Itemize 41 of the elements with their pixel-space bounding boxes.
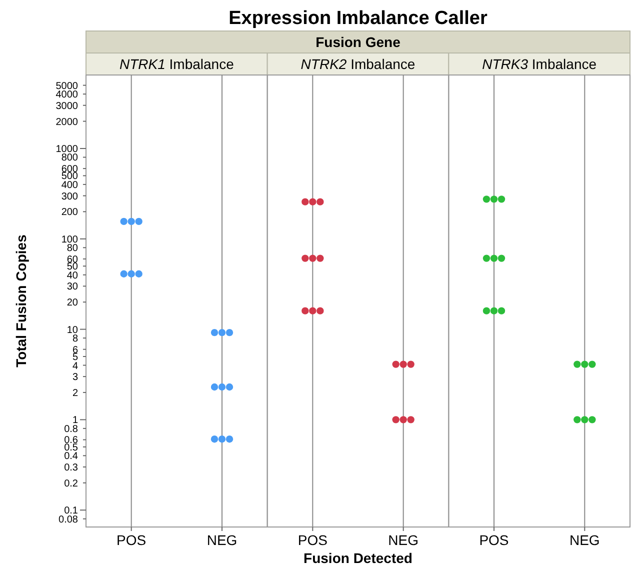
x-tick-label: POS (298, 532, 328, 548)
x-tick-label: NEG (569, 532, 600, 548)
y-tick-label: 300 (61, 191, 78, 202)
text: Fusion Gene (316, 34, 401, 50)
y-tick-label: 8 (72, 334, 78, 345)
y-tick-label: 30 (66, 282, 78, 293)
y-tick-label: 2 (72, 388, 78, 399)
y-tick-label: 100 (61, 234, 78, 246)
y-tick-label: 80 (66, 243, 78, 254)
y-tick-label: 3000 (56, 100, 78, 112)
y-tick-label: 200 (61, 207, 78, 218)
y-tick-label: 1000 (56, 144, 78, 155)
y-tick-label: 0.8 (64, 424, 78, 435)
y-tick-label: 5000 (56, 80, 78, 92)
chart-subtitle: NTRK2 Imbalance (300, 56, 416, 72)
y-tick-label: 0.08 (58, 514, 78, 526)
x-tick-label: POS (479, 532, 509, 548)
text: Expression Imbalance Caller (228, 8, 488, 29)
y-tick-label: 1 (72, 415, 78, 426)
y-tick-label: 10 (66, 324, 78, 336)
y-tick-label: 20 (66, 298, 78, 309)
chart-subtitle: NTRK3 Imbalance (482, 56, 597, 72)
x-axis-title: Fusion Detected (304, 550, 412, 566)
x-tick-label: NEG (206, 532, 238, 548)
y-tick-label: 50 (66, 262, 78, 273)
y-tick-label: 3 (72, 372, 78, 384)
y-tick-label: 4000 (56, 90, 78, 101)
y-tick-label: 0.2 (64, 478, 78, 490)
y-tick-label: 0.1 (64, 506, 78, 517)
x-tick-label: NEG (388, 532, 419, 548)
chart-subtitle: NTRK1 Imbalance (119, 56, 234, 72)
y-axis-title: Total Fusion Copies (13, 234, 29, 368)
y-tick-label: 800 (61, 152, 78, 164)
y-tick-label: 0.3 (64, 462, 78, 474)
y-tick-label: 40 (66, 270, 78, 282)
y-tick-label: 0.4 (64, 451, 78, 462)
y-tick-label: 5 (72, 352, 78, 363)
x-tick-label: POS (116, 532, 146, 548)
y-tick-label: 400 (61, 180, 78, 191)
y-tick-label: 4 (72, 360, 78, 372)
y-tick-label: 2000 (56, 116, 78, 128)
